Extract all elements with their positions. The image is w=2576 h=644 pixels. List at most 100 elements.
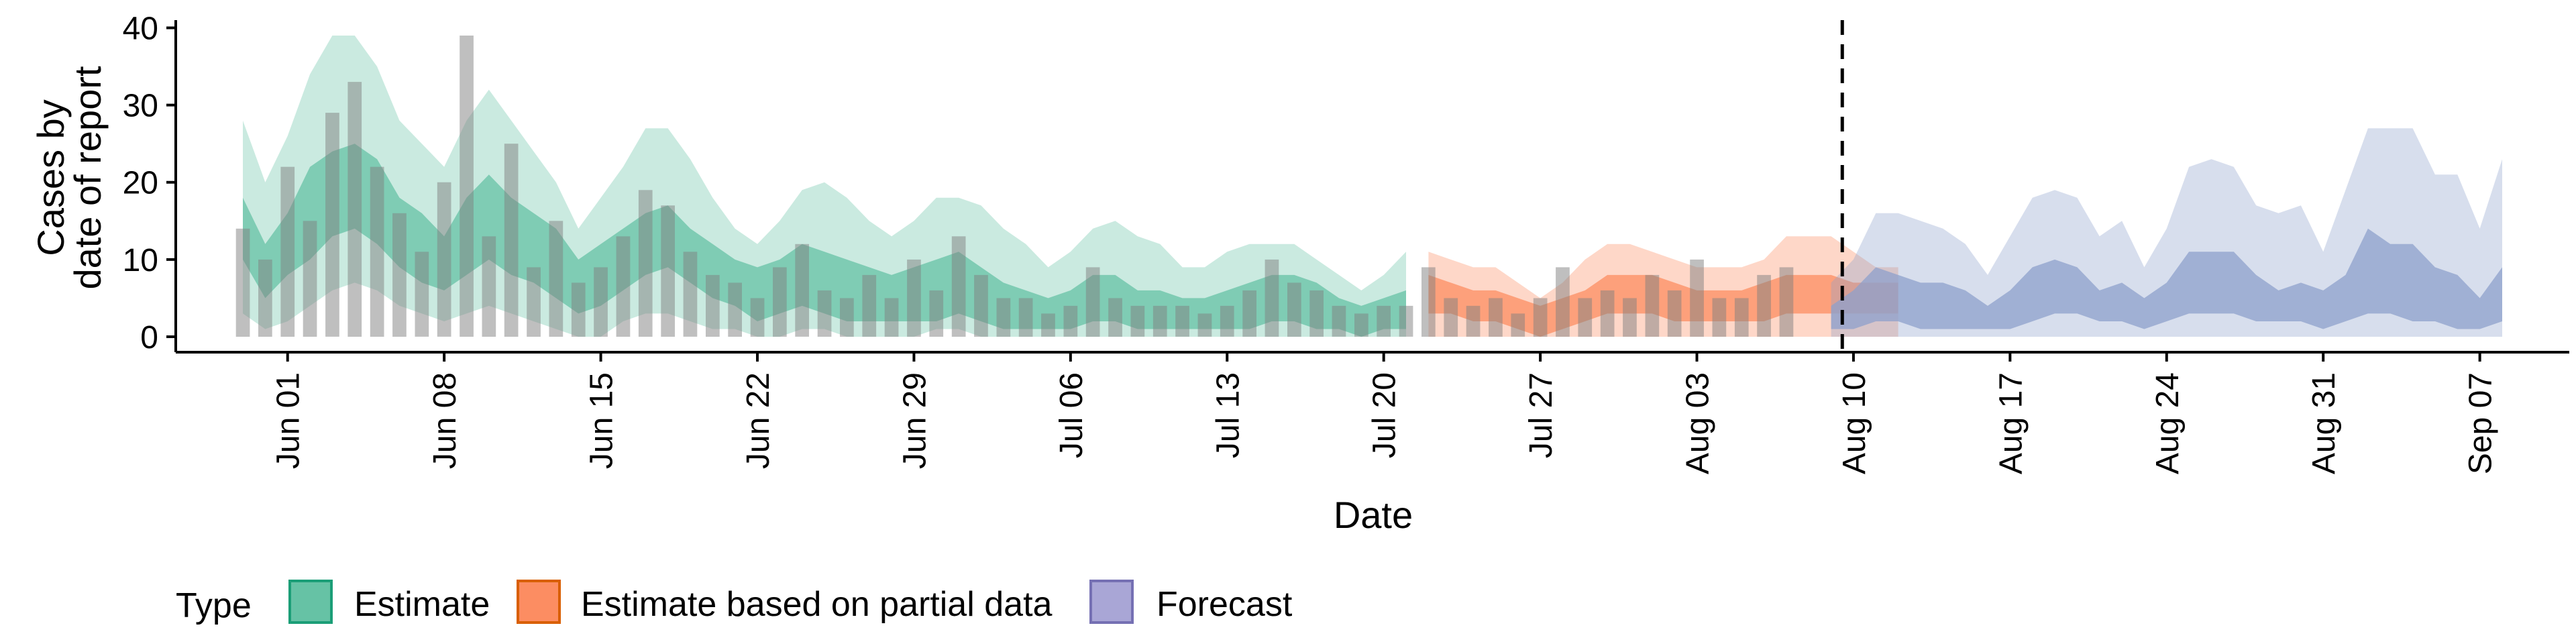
observed-case-bar: [996, 298, 1011, 337]
observed-case-bar: [1444, 298, 1458, 337]
observed-case-bar: [1152, 305, 1167, 337]
observed-case-bar: [1041, 313, 1055, 337]
observed-case-bar: [1063, 305, 1078, 337]
observed-case-bar: [1309, 290, 1324, 337]
x-tick-label: Aug 24: [2150, 372, 2186, 474]
observed-case-bar: [1242, 290, 1256, 337]
observed-case-bar: [1645, 274, 1660, 337]
observed-case-bar: [1623, 298, 1637, 337]
x-tick-label: Jun 01: [271, 372, 307, 469]
x-tick-label: Jul 20: [1367, 372, 1403, 458]
observed-case-bar: [638, 190, 653, 337]
observed-case-bar: [1399, 305, 1413, 337]
observed-case-bar: [1332, 305, 1346, 337]
legend-swatch-partial: [517, 580, 561, 624]
observed-case-bar: [1287, 282, 1301, 337]
observed-case-bar: [1108, 298, 1122, 337]
x-tick-label: Jul 13: [1210, 372, 1246, 458]
y-ticks: 0 10 20 30 40: [123, 11, 176, 356]
observed-case-bar: [1533, 298, 1548, 337]
observed-case-bar: [616, 236, 631, 337]
y-tick-label: 40: [123, 11, 158, 47]
observed-case-bar: [1377, 305, 1391, 337]
observed-case-bar: [1556, 267, 1570, 337]
observed-case-bar: [728, 282, 742, 337]
y-tick-label: 0: [140, 320, 158, 356]
observed-case-bar: [1667, 290, 1682, 337]
y-axis-title-line-2: date of report: [66, 66, 109, 290]
observed-case-bar: [594, 267, 608, 337]
observed-case-bar: [460, 36, 474, 337]
observed-case-bar: [1712, 298, 1727, 337]
observed-case-bar: [1421, 267, 1436, 337]
y-axis-title-line-1: Cases by: [30, 99, 72, 256]
x-tick-label: Aug 10: [1837, 372, 1872, 474]
observed-case-bar: [392, 213, 407, 337]
x-tick-label: Jul 27: [1523, 372, 1559, 458]
observed-case-bar: [571, 282, 586, 337]
observed-case-bar: [549, 221, 564, 337]
x-tick-label: Sep 07: [2463, 372, 2499, 474]
x-tick-label: Aug 03: [1680, 372, 1716, 474]
x-tick-label: Jun 29: [897, 372, 932, 469]
observed-case-bar: [1690, 259, 1704, 337]
observed-case-bar: [951, 236, 966, 337]
x-axis-title: Date: [1334, 494, 1413, 536]
observed-case-bar: [1175, 305, 1189, 337]
observed-case-bar: [415, 252, 429, 337]
y-tick-label: 10: [123, 243, 158, 278]
y-tick-label: 20: [123, 166, 158, 201]
observed-case-bar: [1354, 313, 1368, 337]
observed-case-bar: [817, 290, 832, 337]
legend: Type Estimate Estimate based on partial …: [176, 580, 1293, 625]
legend-swatch-estimate: [288, 580, 333, 624]
observed-case-bar: [1197, 313, 1212, 337]
observed-case-bar: [1511, 313, 1525, 337]
observed-case-bar: [1578, 298, 1593, 337]
observed-case-bar: [840, 298, 854, 337]
observed-case-bar: [370, 166, 384, 337]
observed-case-bar: [661, 205, 675, 337]
observed-case-bar: [1734, 298, 1749, 337]
observed-case-bar: [1600, 290, 1615, 337]
observed-case-bar: [907, 259, 921, 337]
bars-layer: [235, 36, 1794, 337]
estimate-inner-band: [243, 144, 1406, 337]
observed-case-bar: [482, 236, 496, 337]
observed-case-bar: [1018, 298, 1033, 337]
observed-case-bar: [1466, 305, 1481, 337]
observed-case-bar: [862, 274, 877, 337]
observed-case-bar: [1220, 305, 1234, 337]
legend-title: Type: [176, 586, 252, 625]
x-tick-label: Jun 08: [427, 372, 463, 469]
observed-case-bar: [527, 267, 541, 337]
x-tick-label: Jun 22: [741, 372, 776, 469]
observed-case-bar: [325, 113, 339, 337]
x-ticks: Jun 01 Jun 08 Jun 15 Jun 22 Jun 29 Jul 06 Jul …: [271, 352, 2499, 474]
observed-case-bar: [884, 298, 899, 337]
observed-case-bar: [683, 252, 698, 337]
y-tick-label: 30: [123, 89, 158, 124]
observed-case-bar: [795, 244, 809, 337]
observed-case-bar: [258, 259, 272, 337]
observed-case-bar: [1757, 274, 1771, 337]
x-tick-label: Jun 15: [584, 372, 620, 469]
axes-layer: [174, 20, 2569, 354]
observed-case-bar: [1779, 267, 1794, 337]
observed-case-bar: [437, 182, 451, 337]
x-tick-label: Jul 06: [1054, 372, 1089, 458]
observed-case-bar: [303, 221, 317, 337]
legend-label-estimate: Estimate: [354, 585, 490, 624]
forecast-inner-band: [1831, 228, 2502, 329]
observed-case-bar: [1130, 305, 1145, 337]
observed-case-bar: [504, 144, 519, 337]
observed-case-bar: [773, 267, 787, 337]
legend-label-partial: Estimate based on partial data: [581, 585, 1053, 624]
observed-case-bar: [280, 166, 295, 337]
observed-case-bar: [1265, 259, 1279, 337]
legend-label-forecast: Forecast: [1157, 585, 1293, 624]
observed-case-bar: [1085, 267, 1100, 337]
observed-case-bar: [929, 290, 944, 337]
observed-case-bar: [706, 274, 720, 337]
